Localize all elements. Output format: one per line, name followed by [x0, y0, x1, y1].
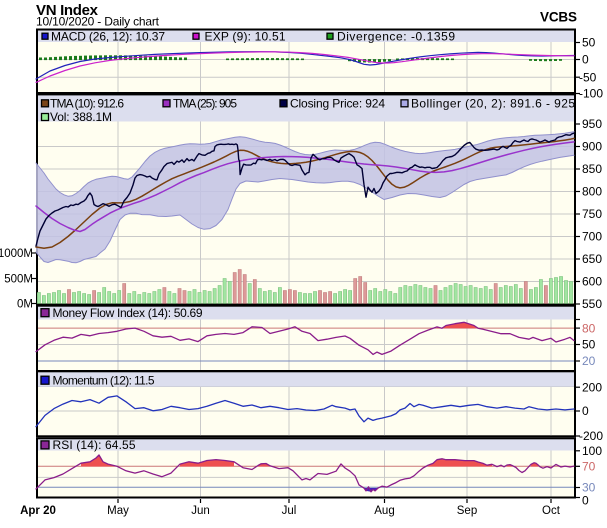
svg-text:10/10/2020 - Daily chart: 10/10/2020 - Daily chart: [36, 15, 160, 29]
svg-text:VN Index: VN Index: [36, 2, 99, 19]
svg-text:Jul: Jul: [282, 505, 297, 517]
svg-text:Bollinger (20, 2): 891.6 - 925: Bollinger (20, 2): 891.6 - 925: [411, 97, 575, 111]
svg-text:TMA (10): 912.6: TMA (10): 912.6: [50, 97, 124, 111]
svg-text:0M: 0M: [17, 299, 33, 311]
svg-text:Jun: Jun: [191, 505, 210, 517]
svg-text:Divergence: -0.1359: Divergence: -0.1359: [337, 29, 455, 43]
svg-text:0: 0: [582, 404, 589, 418]
svg-text:May: May: [107, 505, 129, 517]
svg-text:Aug: Aug: [374, 505, 394, 517]
svg-text:50: 50: [582, 338, 596, 352]
svg-text:650: 650: [582, 252, 602, 266]
svg-text:50: 50: [582, 36, 596, 50]
svg-text:Apr 20: Apr 20: [20, 505, 56, 517]
svg-text:Money Flow Index (14): 50.69: Money Flow Index (14): 50.69: [53, 306, 203, 320]
svg-text:-50: -50: [579, 70, 597, 84]
svg-text:RSI (14): 64.55: RSI (14): 64.55: [53, 438, 136, 452]
svg-text:500M: 500M: [4, 274, 33, 286]
svg-text:200: 200: [582, 380, 602, 394]
svg-text:70: 70: [582, 460, 596, 474]
svg-text:-200: -200: [579, 429, 603, 443]
svg-text:Sep: Sep: [457, 505, 477, 517]
svg-text:1000M: 1000M: [0, 248, 33, 260]
svg-text:700: 700: [582, 230, 602, 244]
svg-text:80: 80: [582, 321, 596, 335]
svg-text:VCBS: VCBS: [540, 10, 577, 25]
svg-text:750: 750: [582, 207, 602, 221]
svg-text:MACD (26, 12): 10.37: MACD (26, 12): 10.37: [51, 29, 165, 43]
svg-text:30: 30: [582, 481, 596, 495]
svg-text:0: 0: [582, 494, 589, 508]
svg-text:0: 0: [582, 53, 589, 67]
svg-text:950: 950: [582, 117, 602, 131]
svg-text:600: 600: [582, 275, 602, 289]
svg-text:550: 550: [582, 297, 602, 311]
svg-text:-100: -100: [579, 87, 603, 101]
svg-text:Oct: Oct: [542, 505, 561, 517]
svg-text:850: 850: [582, 162, 602, 176]
svg-text:800: 800: [582, 185, 602, 199]
svg-text:Momentum (12): 11.5: Momentum (12): 11.5: [53, 373, 155, 387]
svg-text:EXP (9): 10.51: EXP (9): 10.51: [205, 29, 286, 43]
svg-text:100: 100: [582, 444, 602, 458]
svg-text:20: 20: [582, 354, 596, 368]
svg-text:TMA (25): 905: TMA (25): 905: [173, 97, 237, 111]
svg-text:Closing Price: 924: Closing Price: 924: [290, 97, 385, 111]
svg-text:900: 900: [582, 140, 602, 154]
svg-text:Vol: 388.1M: Vol: 388.1M: [50, 110, 112, 124]
